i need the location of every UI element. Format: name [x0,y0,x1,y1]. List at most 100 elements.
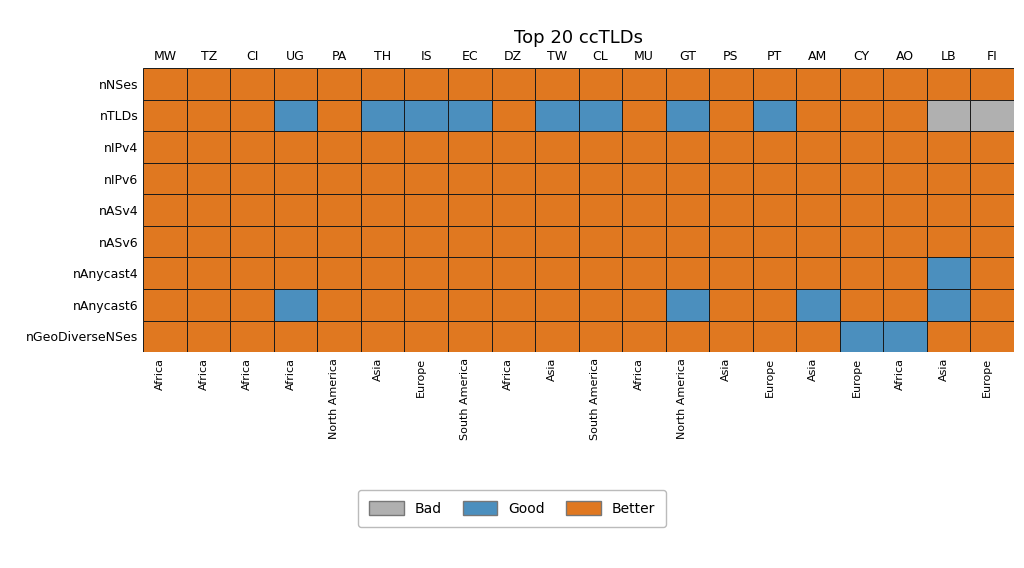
Bar [449,289,492,320]
Bar [404,68,449,100]
Bar [230,257,274,289]
Text: Africa: Africa [286,358,296,390]
Text: Africa: Africa [503,358,513,390]
Bar [753,100,797,131]
Bar [579,131,623,163]
Text: Europe: Europe [982,358,992,397]
Bar [449,226,492,257]
Bar [883,68,927,100]
Bar [709,163,753,194]
Bar [623,68,666,100]
Bar [797,289,840,320]
Bar [666,131,709,163]
Text: Asia: Asia [938,358,948,381]
Bar [449,131,492,163]
Bar [143,68,187,100]
Bar [449,100,492,131]
Bar [797,226,840,257]
Bar [449,163,492,194]
Bar [230,163,274,194]
Bar [927,131,971,163]
Text: North America: North America [677,358,687,438]
Bar [187,131,230,163]
Bar [187,68,230,100]
Bar [187,289,230,320]
Bar [753,257,797,289]
Bar [971,100,1014,131]
Bar [623,289,666,320]
Bar [317,131,361,163]
Bar [535,163,579,194]
Text: Asia: Asia [721,358,731,381]
Bar [883,100,927,131]
Text: Europe: Europe [764,358,774,397]
Bar [449,68,492,100]
Bar [709,289,753,320]
Bar [709,194,753,226]
Bar [143,163,187,194]
Bar [579,289,623,320]
Bar [579,226,623,257]
Bar [535,194,579,226]
Bar [317,68,361,100]
Bar [404,194,449,226]
Bar [492,131,536,163]
Bar [492,163,536,194]
Bar [579,257,623,289]
Bar [840,226,883,257]
Bar [666,100,709,131]
Bar [361,68,404,100]
Bar [883,289,927,320]
Bar [317,163,361,194]
Bar [797,320,840,352]
Bar [274,289,317,320]
Bar [883,226,927,257]
Bar [666,163,709,194]
Bar [317,257,361,289]
Bar [492,289,536,320]
Bar [274,100,317,131]
Bar [187,100,230,131]
Bar [317,100,361,131]
Bar [404,257,449,289]
Bar [927,163,971,194]
Bar [623,226,666,257]
Bar [492,194,536,226]
Bar [709,131,753,163]
Bar [927,289,971,320]
Bar [492,320,536,352]
Bar [535,226,579,257]
Bar [709,68,753,100]
Bar [143,194,187,226]
Bar [971,68,1014,100]
Bar [927,320,971,352]
Bar [840,320,883,352]
Bar [753,163,797,194]
Bar [666,289,709,320]
Bar [971,289,1014,320]
Bar [579,163,623,194]
Bar [317,226,361,257]
Bar [883,194,927,226]
Bar [230,194,274,226]
Bar [623,194,666,226]
Bar [753,194,797,226]
Bar [492,68,536,100]
Bar [187,194,230,226]
Bar [230,68,274,100]
Bar [753,289,797,320]
Bar [840,163,883,194]
Bar [361,226,404,257]
Bar [317,289,361,320]
Bar [361,289,404,320]
Bar [709,320,753,352]
Bar [666,320,709,352]
Bar [840,194,883,226]
Text: Asia: Asia [808,358,818,381]
Bar [535,131,579,163]
Bar [143,257,187,289]
Bar [666,257,709,289]
Bar [971,226,1014,257]
Bar [143,289,187,320]
Bar [492,226,536,257]
